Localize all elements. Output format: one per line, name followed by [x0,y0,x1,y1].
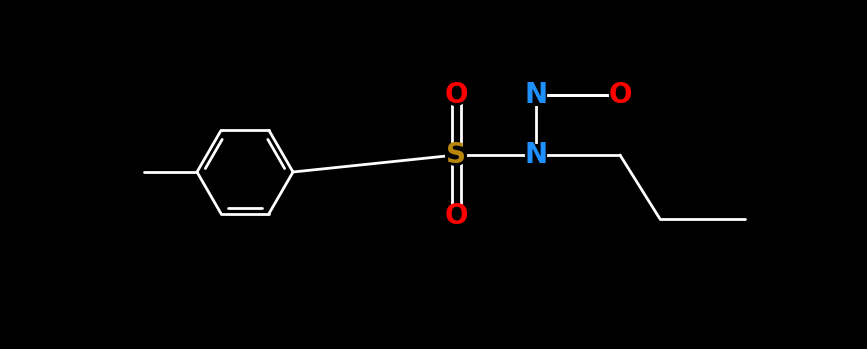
Circle shape [446,144,466,165]
Text: O: O [609,81,632,109]
Text: O: O [444,202,468,230]
Circle shape [446,206,466,227]
Text: N: N [525,81,548,109]
Circle shape [525,84,546,105]
Text: N: N [525,141,548,169]
Text: S: S [446,141,466,169]
Circle shape [525,144,546,165]
Circle shape [446,84,466,105]
Text: O: O [444,81,468,109]
Circle shape [610,84,630,105]
